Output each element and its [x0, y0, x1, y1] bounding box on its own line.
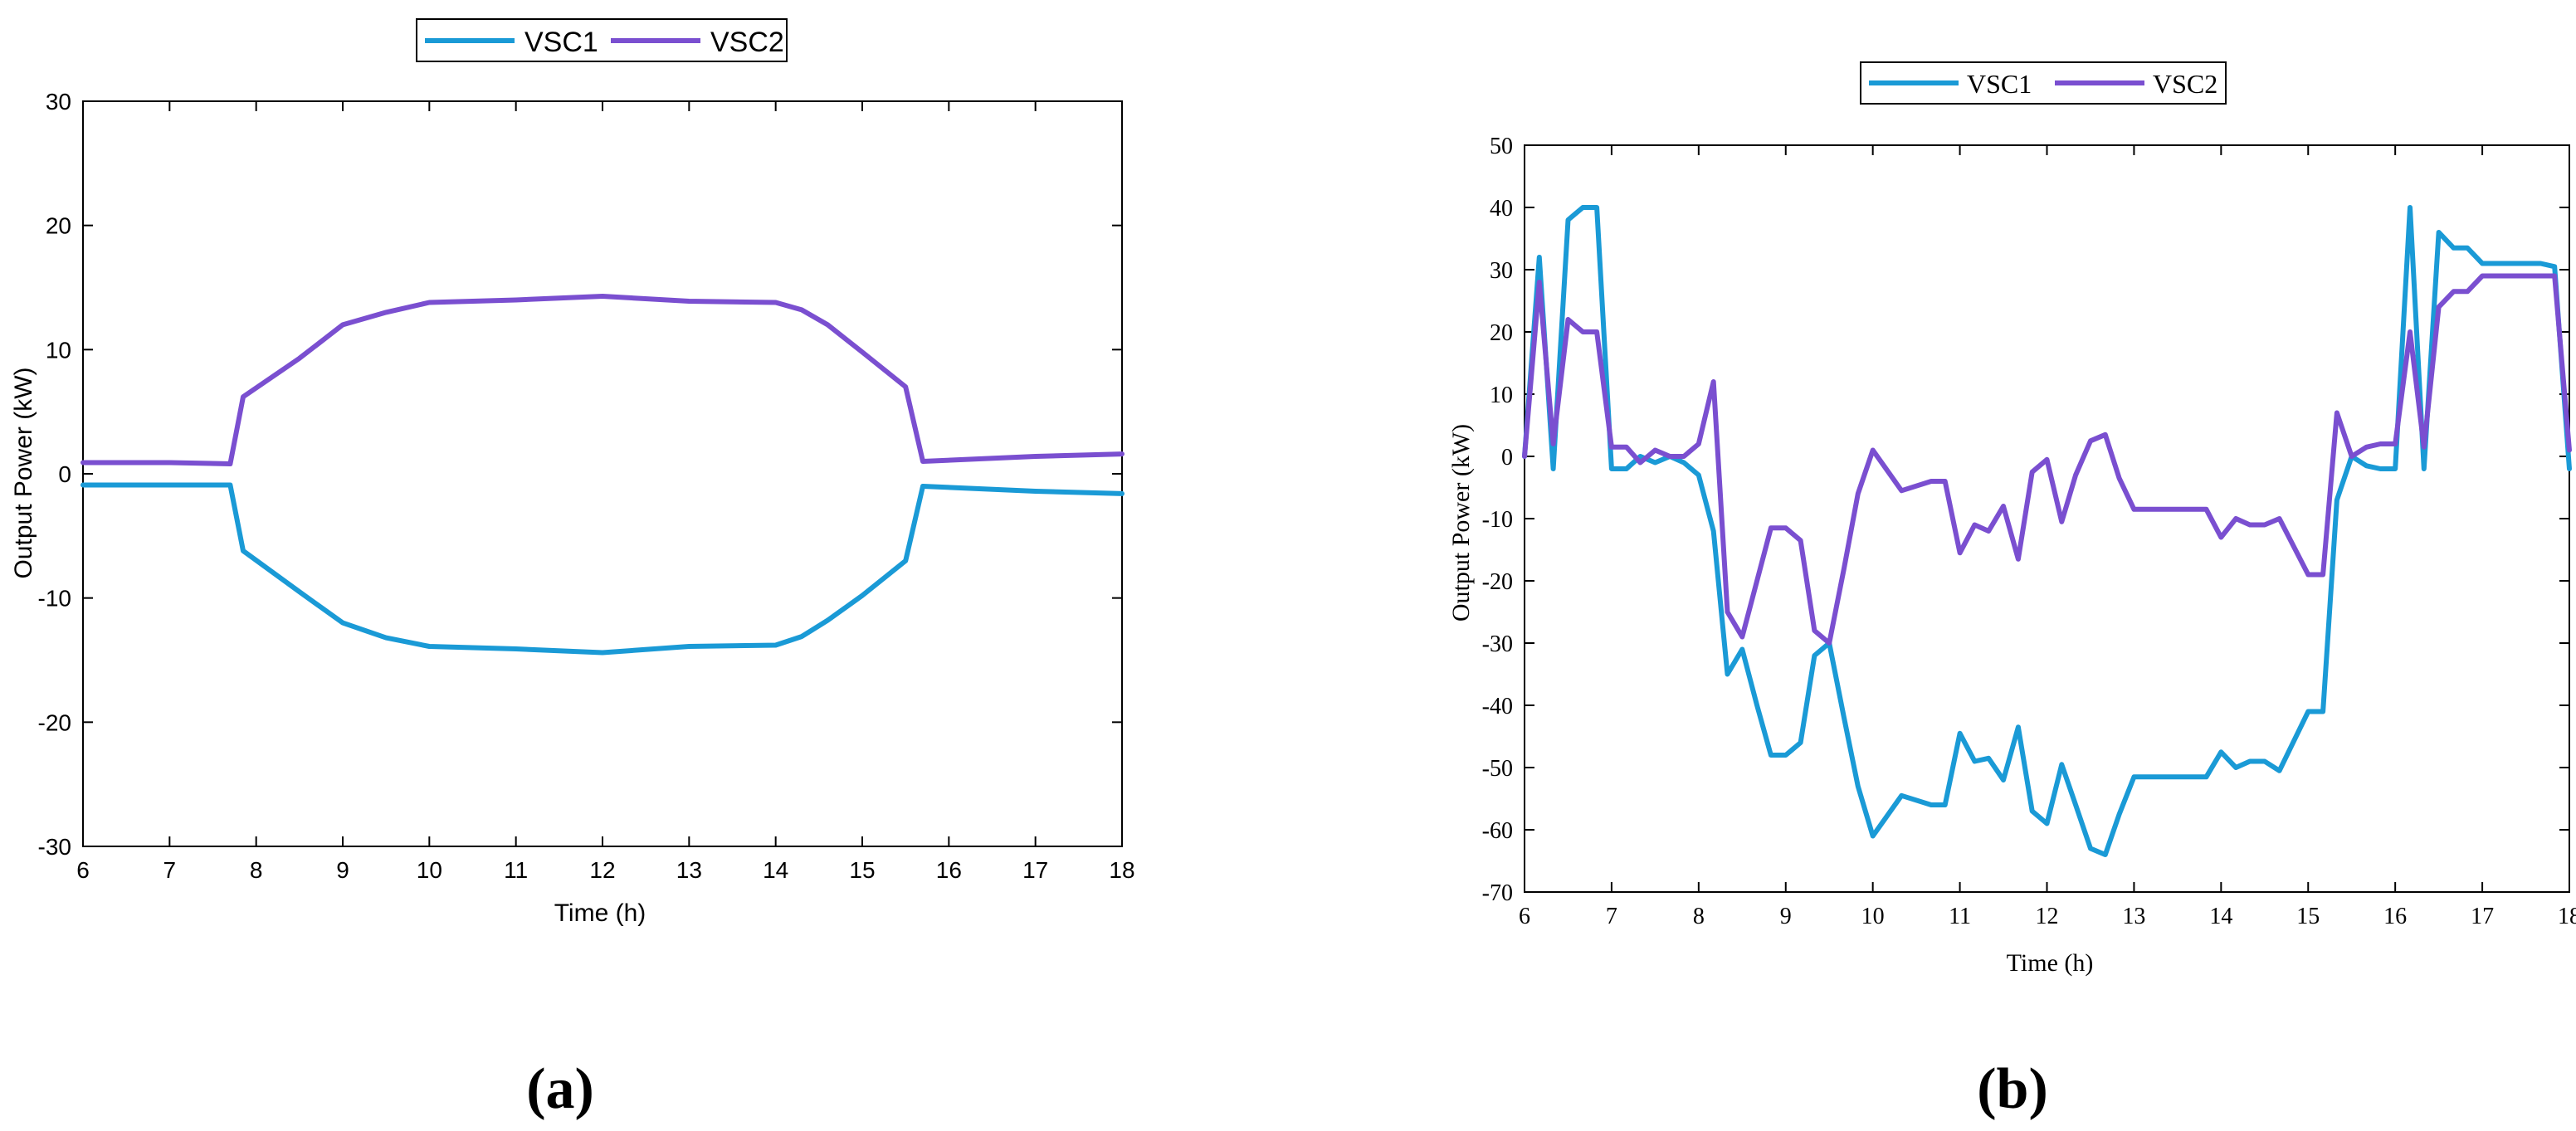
x-tick-label-a: 17	[1022, 857, 1048, 883]
x-tick-label-b: 10	[1861, 904, 1885, 929]
y-tick-label-b: 50	[1490, 134, 1513, 159]
series-line-vsc2-a	[80, 294, 1125, 466]
x-tick-label-a: 16	[936, 857, 962, 883]
plot-area-a: 6 7 8 9 10 11 12 13 14 15 16 17 18 -30 -20 -10 0 10 20 30	[38, 89, 1135, 883]
series-line-vsc1-a	[80, 482, 1125, 656]
y-tick-label-b: -60	[1482, 818, 1513, 844]
y-tick-label-a: -30	[38, 834, 71, 860]
y-tick-label-b: -10	[1482, 507, 1513, 533]
x-tick-label-a: 15	[849, 857, 875, 883]
chart-a: VSC1 VSC2 6 7 8 9 10 11 12 13 14 15 16 17 18 -30 -20 -1…	[10, 18, 1135, 1121]
x-tick-label-a: 6	[76, 857, 90, 883]
y-tick-label-a: -20	[38, 709, 71, 735]
chart-b: VSC1 VSC2 6 7 8 9 10 11 12 13 14 15 16 17 18 -70 -60 -5…	[1447, 61, 2576, 1121]
x-tick-label-b: 15	[2296, 904, 2320, 929]
x-tick-label-b: 8	[1693, 904, 1705, 929]
y-tick-label-b: -50	[1482, 756, 1513, 782]
legend-b-label-vsc1: VSC1	[1967, 69, 2032, 99]
y-tick-label-b: 0	[1501, 445, 1513, 470]
series-line-vsc1-b	[1522, 205, 2572, 857]
y-tick-label-a: 20	[46, 213, 71, 239]
x-tick-label-a: 11	[504, 857, 528, 883]
y-tick-label-a: 0	[58, 461, 71, 487]
legend-a-label-vsc2: VSC2	[710, 27, 784, 58]
legend-b: VSC1 VSC2	[1860, 61, 2227, 105]
y-tick-label-b: -40	[1482, 694, 1513, 719]
x-tick-label-a: 13	[676, 857, 702, 883]
x-tick-label-b: 6	[1519, 904, 1530, 929]
x-tick-label-b: 16	[2383, 904, 2407, 929]
x-tick-label-b: 18	[2558, 904, 2576, 929]
y-tick-label-b: -20	[1482, 569, 1513, 595]
x-tick-label-a: 8	[250, 857, 263, 883]
x-tick-label-b: 9	[1780, 904, 1792, 929]
series-line-vsc2-b	[1522, 273, 2572, 646]
y-tick-label-b: 30	[1490, 258, 1513, 284]
x-tick-label-b: 14	[2209, 904, 2232, 929]
y-tick-label-a: 10	[46, 337, 71, 363]
x-tick-label-a: 9	[336, 857, 349, 883]
y-axis-label-b: Output Power (kW)	[1447, 424, 1475, 622]
y-tick-label-b: 40	[1490, 196, 1513, 222]
x-tick-label-a: 7	[163, 857, 177, 883]
y-tick-label-a: -10	[38, 586, 71, 612]
x-tick-label-b: 13	[2122, 904, 2145, 929]
x-tick-label-b: 11	[1949, 904, 1971, 929]
panel-label-a: (a)	[526, 1057, 594, 1121]
x-tick-label-a: 10	[417, 857, 442, 883]
x-tick-label-a: 14	[763, 857, 788, 883]
x-axis-label-b: Time (h)	[2007, 949, 2094, 977]
y-axis-label-a: Output Power (kW)	[10, 367, 37, 578]
x-axis-label-a: Time (h)	[554, 899, 646, 927]
y-tick-label-a: 30	[46, 89, 71, 115]
panel-label-b: (b)	[1977, 1057, 2048, 1121]
legend-a-label-vsc1: VSC1	[524, 27, 598, 58]
y-tick-label-b: -30	[1482, 631, 1513, 657]
y-tick-label-b: 10	[1490, 383, 1513, 408]
x-tick-label-b: 12	[2036, 904, 2059, 929]
x-tick-label-a: 18	[1109, 857, 1134, 883]
x-tick-label-b: 17	[2471, 904, 2494, 929]
x-tick-label-b: 7	[1606, 904, 1617, 929]
x-tick-label-a: 12	[589, 857, 615, 883]
y-tick-label-b: 20	[1490, 320, 1513, 346]
legend-b-label-vsc2: VSC2	[2153, 69, 2217, 99]
legend-a: VSC1 VSC2	[416, 18, 788, 62]
plot-area-b: 6 7 8 9 10 11 12 13 14 15 16 17 18 -70 -60 -50 -40 -30 -20…	[1482, 134, 2576, 929]
y-tick-label-b: -70	[1482, 880, 1513, 906]
